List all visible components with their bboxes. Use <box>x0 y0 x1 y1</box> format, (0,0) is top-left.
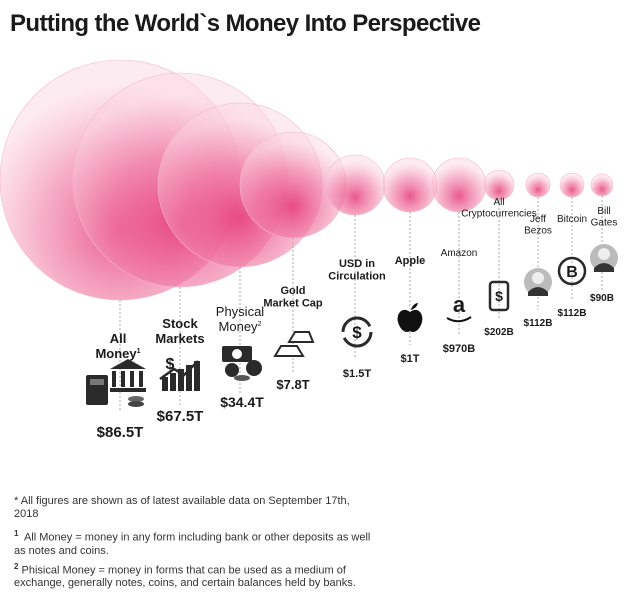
svg-text:$: $ <box>495 288 503 304</box>
value-all-money: $86.5T <box>97 424 144 441</box>
value-amazon: $970B <box>443 343 475 355</box>
cash-coins-icon <box>222 346 262 381</box>
label-all-cryptocurrencies: All Cryptocurrencies <box>461 197 537 220</box>
chart-title: Putting the World`s Money Into Perspecti… <box>10 10 481 37</box>
apple-logo-icon <box>397 303 423 332</box>
svg-text:$: $ <box>166 356 175 373</box>
value-jeff-bezos: $112B <box>524 318 553 329</box>
bubble-bitcoin <box>559 172 585 198</box>
dollar-cycle-icon: $ <box>341 316 373 348</box>
label-usd-in-circulation: USD in Circulation <box>328 258 386 283</box>
portrait-icon <box>590 244 618 272</box>
asterisk-note: * All figures are shown as of latest ava… <box>14 495 350 520</box>
crypto-phone-icon: $ <box>488 280 510 312</box>
bubble-jeff-bezos <box>525 172 551 198</box>
label-apple: Apple <box>395 255 426 267</box>
value-all-cryptocurrencies: $202B <box>484 327 513 338</box>
bubble-apple <box>382 157 438 213</box>
svg-text:$: $ <box>352 323 362 342</box>
label-physical-money: Physical Money2 <box>216 304 265 334</box>
bubble-usd-in-circulation <box>324 154 386 216</box>
gold-bars-icon <box>273 331 315 357</box>
value-apple: $1T <box>401 353 420 365</box>
label-bitcoin: Bitcoin <box>557 214 587 225</box>
bitcoin-icon: B <box>557 256 587 286</box>
label-jeff-bezos: Jeff Bezos <box>524 214 552 237</box>
svg-text:a: a <box>453 292 466 317</box>
bubble-bill-gates <box>590 173 614 197</box>
footnotes: * All figures are shown as of latest ava… <box>14 495 374 596</box>
value-gold-market-cap: $7.8T <box>276 377 309 392</box>
value-bill-gates: $90B <box>590 293 614 304</box>
label-all-money: All Money1 <box>95 331 140 361</box>
note-2: 2 Phisical Money = money in forms that c… <box>14 561 356 590</box>
value-stock-markets: $67.5T <box>157 408 204 425</box>
label-gold-market-cap: Gold Market Cap <box>263 285 323 310</box>
value-bitcoin: $112B <box>558 308 587 319</box>
svg-text:B: B <box>566 264 578 281</box>
wallet-bank-icon <box>86 359 146 407</box>
bubble-amazon <box>431 157 487 213</box>
amazon-logo-icon: a <box>446 292 472 323</box>
value-usd-in-circulation: $1.5T <box>343 368 371 380</box>
portrait-icon <box>524 268 552 296</box>
label-amazon: Amazon <box>441 248 478 259</box>
note-1: 1 All Money = money in any form includin… <box>14 529 371 557</box>
label-bill-gates: Bill Gates <box>591 206 618 229</box>
bubble-all-cryptocurrencies <box>483 169 515 201</box>
value-physical-money: $34.4T <box>220 394 264 410</box>
label-stock-markets: Stock Markets <box>155 316 204 346</box>
stock-chart-icon: $ <box>159 356 200 391</box>
